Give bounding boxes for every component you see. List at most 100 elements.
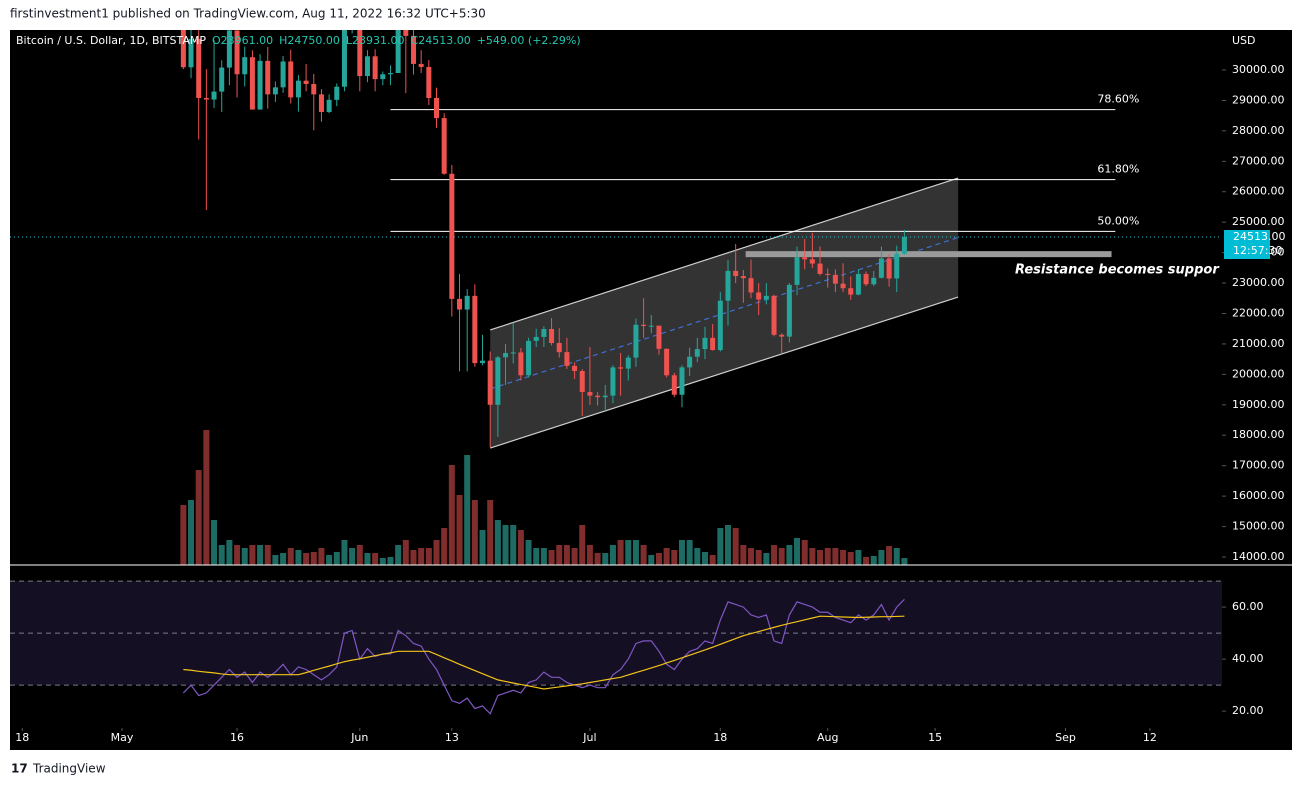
y-tick-label: 20000.00 <box>1232 367 1285 380</box>
x-tick-label: 12 <box>1143 731 1157 744</box>
x-tick-label: 15 <box>928 731 942 744</box>
candle-body <box>886 258 892 279</box>
candle-body <box>449 173 455 299</box>
candle-body <box>572 365 578 372</box>
candle-body <box>295 80 301 98</box>
candle-body <box>487 360 493 405</box>
candle-body <box>180 30 186 68</box>
publisher: firstinvestment1 published on TradingVie… <box>10 7 486 21</box>
candle-body <box>779 334 785 337</box>
volume-bar <box>395 545 402 565</box>
volume-bar <box>901 558 908 565</box>
last-price-box <box>1224 230 1270 260</box>
candle-body <box>242 57 248 75</box>
volume-bar <box>280 553 287 565</box>
axes: 30000.00 29000.00 28000.00 27000.00 26000.00… <box>10 63 1292 744</box>
candle-body <box>633 324 639 358</box>
volume-bar <box>786 545 793 565</box>
y-tick-label: 19000.00 <box>1232 398 1285 411</box>
fib-label: 61.80% <box>1097 163 1139 176</box>
volume-bar <box>740 545 747 565</box>
candle-body <box>326 99 332 112</box>
candle-body <box>756 292 762 300</box>
candle-body <box>334 86 340 100</box>
volume-bar <box>303 553 310 565</box>
candle-body <box>503 353 509 358</box>
fib-label: 50.00% <box>1097 214 1139 227</box>
candle-body <box>288 61 294 98</box>
volume-bar <box>678 540 685 565</box>
volume-bar <box>180 505 187 565</box>
volume-bar <box>234 545 241 565</box>
volume-bar <box>794 538 801 565</box>
volume-bar <box>594 553 601 565</box>
volume-bar <box>847 552 854 565</box>
candle-body <box>871 277 877 285</box>
legend: Bitcoin / U.S. Dollar, 1D, BITSTAMP O2396… <box>16 34 581 47</box>
fib-label: 78.60% <box>1097 93 1139 106</box>
candle-body <box>579 371 585 393</box>
volume-bar <box>249 545 256 565</box>
candle-body <box>863 273 869 285</box>
candle-body <box>341 30 347 87</box>
volume-bar <box>441 528 448 565</box>
volume-bar <box>479 530 486 565</box>
volume-bar <box>387 557 394 565</box>
volume-bar <box>540 548 547 565</box>
volume-bar <box>778 548 785 565</box>
candle-body <box>817 263 823 274</box>
volume-bar <box>771 545 778 565</box>
candle-body <box>257 60 263 110</box>
candle-body <box>641 324 647 326</box>
candle-body <box>203 97 209 100</box>
y-tick-label: 14000.00 <box>1232 550 1285 563</box>
volume-bar <box>287 548 294 565</box>
candle-body <box>855 273 861 295</box>
volume-bar <box>671 550 678 565</box>
volume-bar <box>326 555 333 565</box>
resistance-band <box>745 251 1112 258</box>
volume-bar <box>272 555 279 565</box>
volume-bar <box>886 546 893 565</box>
candle-body <box>832 274 838 284</box>
candle-body <box>219 67 225 92</box>
volume-bar <box>579 525 586 565</box>
volume-bar <box>724 525 731 565</box>
volume-bar <box>640 545 647 565</box>
volume-bar <box>448 465 455 565</box>
candle-body <box>694 349 700 357</box>
volume-bar <box>188 500 195 565</box>
candle-body <box>848 288 854 295</box>
x-tick-label: 18 <box>713 731 727 744</box>
candle-body <box>610 367 616 396</box>
last-price-label: 24513.00 <box>1233 230 1286 243</box>
candle-body <box>303 80 309 84</box>
volume-bar <box>609 545 616 565</box>
y-tick-label: 16000.00 <box>1232 489 1285 502</box>
ohlc-value: C24513.00 <box>411 34 471 47</box>
volume-bar <box>701 552 708 565</box>
candle-body <box>564 352 570 366</box>
candle-body <box>403 30 409 36</box>
candle-body <box>587 392 593 396</box>
candle-body <box>541 329 547 337</box>
candle-body <box>679 367 685 395</box>
volume-bar <box>870 556 877 565</box>
y-tick-label: 27000.00 <box>1232 154 1285 167</box>
candle-body <box>717 300 723 351</box>
candle-body <box>272 87 278 95</box>
volume-bar <box>356 545 363 565</box>
x-tick-label: Aug <box>817 731 838 744</box>
volume-bar <box>755 550 762 565</box>
candle-body <box>748 278 754 293</box>
volume-bar <box>264 545 271 565</box>
volume-bar <box>648 555 655 565</box>
candle-body <box>188 38 194 68</box>
volume-bar <box>625 540 632 565</box>
x-tick-label: 13 <box>445 731 459 744</box>
annotation: Resistance becomes suppor <box>1015 263 1220 278</box>
candle-body <box>441 118 447 174</box>
candle-body <box>211 91 217 100</box>
volume-bar <box>310 552 317 565</box>
